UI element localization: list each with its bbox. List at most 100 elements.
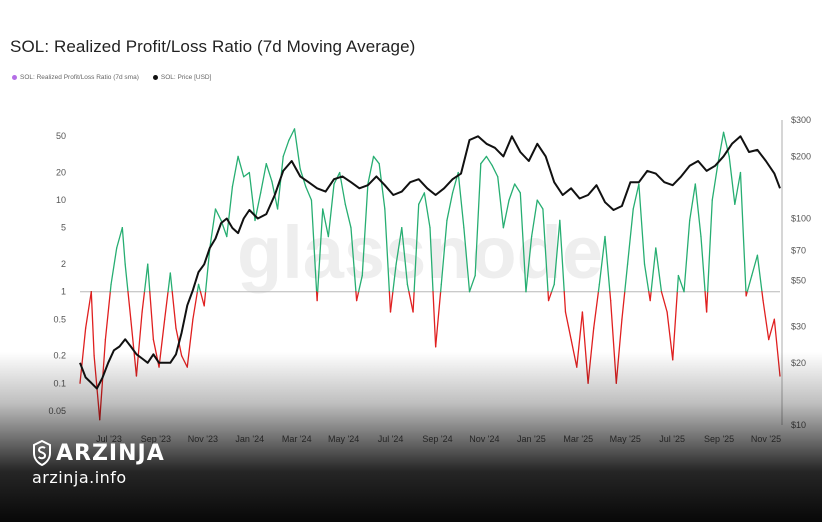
right-tick-label: $30	[791, 321, 806, 331]
ratio-segment	[109, 283, 112, 293]
ratio-segment	[372, 155, 380, 165]
legend: SOL: Realized Profit/Loss Ratio (7d sma)…	[12, 74, 211, 81]
left-tick-label: 5	[61, 223, 66, 233]
x-tick-label: May '25	[610, 434, 641, 444]
ratio-segment	[412, 291, 415, 313]
ratio-segment	[392, 263, 397, 293]
ratio-segment	[243, 171, 251, 178]
ratio-segment	[615, 318, 623, 384]
ratio-segment	[519, 192, 527, 293]
x-tick-label: Nov '25	[751, 434, 781, 444]
ratio-segment	[316, 208, 324, 293]
ratio-segment	[288, 128, 296, 141]
ratio-segment	[491, 164, 499, 178]
x-tick-label: Jan '25	[517, 434, 546, 444]
ratio-segment	[632, 183, 640, 210]
ratio-segment	[432, 291, 437, 348]
x-tick-label: Jul '24	[378, 434, 404, 444]
ratio-segment	[706, 199, 713, 293]
ratio-segment	[406, 283, 410, 293]
ratio-segment	[722, 131, 730, 158]
ratio-segment	[149, 291, 155, 341]
ratio-segment	[305, 186, 313, 201]
ratio-segment	[547, 291, 553, 302]
ratio-segment	[248, 171, 256, 222]
ratio-segment	[226, 186, 234, 238]
brand-url[interactable]: arzinja.info	[32, 468, 127, 487]
ratio-segment	[361, 183, 369, 277]
legend-dot-price-icon	[152, 75, 158, 80]
ratio-segment	[676, 274, 680, 293]
ratio-segment	[650, 247, 657, 293]
ratio-segment	[773, 318, 781, 377]
ratio-segment	[164, 291, 169, 320]
ratio-segment	[446, 192, 454, 222]
ratio-segment	[169, 272, 173, 293]
ratio-segment	[265, 163, 273, 183]
ratio-segment	[180, 355, 188, 368]
ratio-segment	[705, 291, 709, 313]
left-tick-label: 0.1	[53, 378, 66, 388]
ratio-segment	[293, 128, 301, 170]
ratio-segment	[563, 291, 567, 313]
ratio-segment	[700, 235, 706, 293]
ratio-segment	[413, 203, 420, 293]
left-tick-label: 2	[61, 259, 66, 269]
ratio-segment	[655, 247, 663, 293]
right-tick-label: $20	[791, 358, 806, 368]
ratio-segment	[530, 199, 538, 238]
legend-item-price[interactable]: SOL: Price [USD]	[152, 74, 211, 81]
ratio-segment	[147, 263, 151, 293]
left-tick-label: 1	[61, 287, 66, 297]
ratio-segment	[276, 155, 284, 210]
ratio-segment	[514, 183, 521, 194]
ratio-segment	[231, 155, 239, 188]
ratio-segment	[751, 254, 759, 277]
x-tick-label: Nov '23	[188, 434, 218, 444]
ratio-segment	[259, 163, 267, 194]
ratio-segment	[395, 227, 403, 265]
ratio-segment	[171, 291, 177, 329]
ratio-segment	[570, 338, 578, 368]
ratio-segment	[717, 131, 725, 165]
legend-item-ratio[interactable]: SOL: Realized Profit/Loss Ratio (7d sma)	[12, 74, 139, 81]
ratio-segment	[551, 283, 555, 293]
ratio-segment	[357, 274, 363, 293]
ratio-segment	[609, 291, 612, 302]
ratio-segment	[322, 208, 330, 238]
ratio-segment	[401, 227, 409, 286]
ratio-segment	[418, 192, 426, 205]
left-tick-label: 0.5	[53, 314, 66, 324]
right-tick-label: $300	[791, 115, 811, 125]
right-tick-label: $10	[791, 420, 806, 430]
legend-dot-ratio-icon	[12, 75, 17, 80]
ratio-segment	[761, 291, 764, 302]
ratio-segment	[204, 247, 211, 293]
right-tick-label: $100	[791, 214, 811, 224]
ratio-segment	[408, 291, 414, 313]
ratio-segment	[587, 327, 595, 384]
x-tick-label: Sep '25	[704, 434, 734, 444]
ratio-segment	[474, 163, 482, 277]
ratio-segment	[84, 291, 92, 329]
ratio-segment	[327, 183, 335, 238]
ratio-segment	[621, 291, 626, 320]
ratio-segment	[536, 199, 544, 210]
ratio-segment	[199, 291, 205, 307]
ratio-segment	[463, 227, 471, 293]
ratio-segment	[350, 227, 357, 293]
ratio-segment	[197, 283, 202, 293]
ratio-segment	[638, 183, 646, 265]
ratio-segment	[384, 208, 391, 293]
ratio-segment	[434, 291, 442, 348]
ratio-segment	[439, 283, 442, 293]
ratio-segment	[468, 274, 476, 293]
legend-label-ratio: SOL: Realized Profit/Loss Ratio (7d sma)	[20, 74, 139, 81]
ratio-segment	[604, 235, 611, 293]
ratio-segment	[378, 163, 386, 210]
ratio-segment	[762, 299, 770, 341]
ratio-segment	[746, 274, 753, 293]
ratio-segment	[203, 291, 207, 307]
ratio-segment	[666, 311, 674, 361]
brand-badge[interactable]: ARZINJA arzinja.info	[32, 440, 165, 487]
